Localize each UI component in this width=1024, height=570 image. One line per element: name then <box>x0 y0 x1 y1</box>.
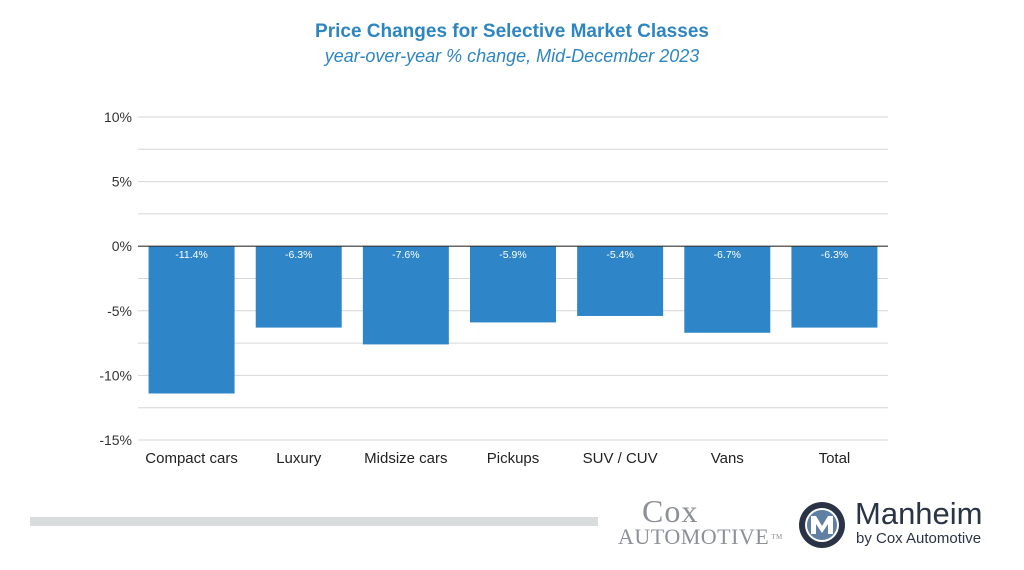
y-tick-label: 10% <box>104 109 132 125</box>
manheim-name: Manheim <box>855 496 983 531</box>
x-tick-label: Total <box>819 450 851 467</box>
manheim-logo: Manheim by Cox Automotive <box>797 496 1012 556</box>
cox-logo-line2: Automotive TM <box>618 524 783 549</box>
x-tick-label: Vans <box>711 450 744 467</box>
chart-header: Price Changes for Selective Market Class… <box>0 20 1024 68</box>
bar <box>791 246 878 328</box>
chart-title: Price Changes for Selective Market Class… <box>315 21 709 42</box>
chart-subtitle: year-over-year % change, Mid-December 20… <box>324 46 700 66</box>
data-label: -11.4% <box>175 249 208 261</box>
data-label: -5.9% <box>499 249 526 261</box>
decorative-bar <box>30 517 598 526</box>
bar <box>684 246 771 333</box>
bar <box>577 246 664 316</box>
x-tick-label: Luxury <box>276 450 322 467</box>
manheim-subtitle: by Cox Automotive <box>856 530 982 547</box>
data-label: -6.3% <box>821 249 848 261</box>
bar <box>255 246 342 328</box>
data-label: -6.7% <box>714 249 741 261</box>
bar <box>362 246 449 345</box>
manheim-m-icon <box>799 502 845 548</box>
x-tick-label: SUV / CUV <box>583 450 658 467</box>
data-label: -5.4% <box>606 249 633 261</box>
bar <box>470 246 556 323</box>
y-tick-label: -15% <box>99 432 132 448</box>
cox-logo-line1: Cox <box>642 493 699 529</box>
y-tick-label: 5% <box>112 174 132 190</box>
bar <box>148 246 235 394</box>
x-tick-label: Pickups <box>487 450 540 467</box>
data-label: -7.6% <box>392 249 419 261</box>
x-tick-label: Compact cars <box>145 450 238 467</box>
y-tick-label: 0% <box>112 238 132 254</box>
y-tick-label: -10% <box>99 367 132 383</box>
x-tick-label: Midsize cars <box>364 450 447 467</box>
y-tick-label: -5% <box>107 303 132 319</box>
data-label: -6.3% <box>285 249 312 261</box>
cox-automotive-logo: Cox Automotive TM <box>616 494 786 554</box>
